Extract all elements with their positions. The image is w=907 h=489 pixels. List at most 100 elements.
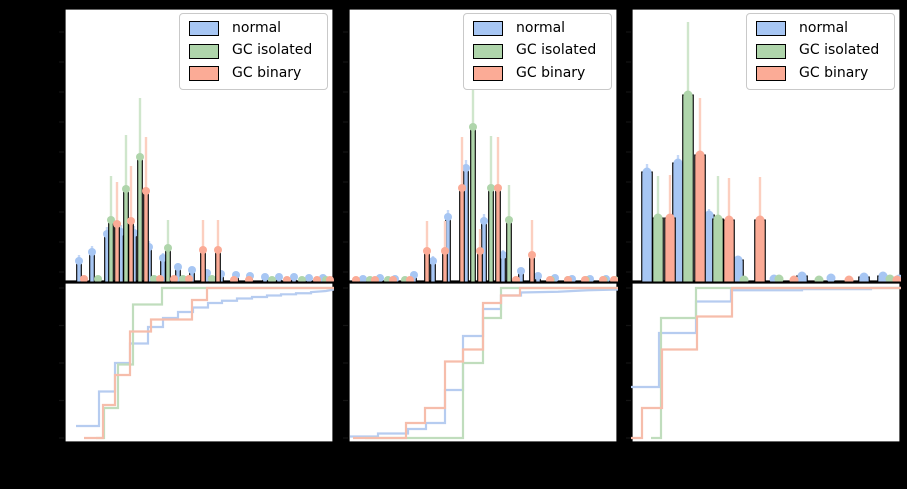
legend-item-normal: normal [756,20,885,37]
legend-item-gc-isolated: GC isolated [756,42,885,59]
marker-gc_binary [245,276,253,282]
bar-gc_binary [754,219,766,282]
marker-gc_binary [389,276,397,282]
marker-gc_isolated [885,274,895,282]
panel-2: normal GC isolated GC binary [343,8,618,443]
marker-gc_binary [581,276,589,282]
marker-gc_binary [494,184,502,192]
marker-normal [261,273,269,281]
bar-normal [500,254,506,282]
marker-gc_binary [142,187,150,195]
subplot-frame [631,281,901,443]
panel-3: normal GC isolated GC binary [626,8,901,443]
marker-gc_binary [724,215,734,225]
marker-gc_isolated [164,244,172,252]
legend-label-gc-isolated: GC isolated [516,42,597,59]
legend-box-1: normal GC isolated GC binary [179,13,328,91]
marker-gc_binary [789,275,799,282]
marker-gc_isolated [94,275,102,282]
bar-gc_binary [215,249,221,282]
marker-gc_isolated [122,185,130,193]
marker-gc_isolated [136,153,144,161]
marker-gc_binary [546,276,554,282]
marker-gc_isolated [150,275,158,282]
marker-gc_binary [695,150,705,160]
legend-label-gc-binary: GC binary [232,64,302,81]
bar-gc_isolated [108,219,114,282]
marker-normal [75,257,83,265]
marker-normal [797,271,807,281]
legend-item-gc-isolated: GC isolated [473,42,602,59]
marker-gc_isolated [469,123,477,131]
marker-gc_isolated [713,214,723,224]
legend-item-normal: normal [189,20,318,37]
bar-gc_binary [664,217,676,282]
legend-label-gc-binary: GC binary [516,64,586,81]
bar-gc_isolated [488,187,494,282]
marker-gc_binary [170,275,178,282]
bar-gc_isolated [470,126,476,282]
marker-gc_binary [423,247,431,255]
marker-gc_binary [476,247,484,255]
subplot-frame [64,281,334,443]
marker-normal [88,248,96,256]
marker-normal [359,275,367,282]
marker-gc_isolated [814,275,824,282]
marker-gc_isolated [208,275,216,282]
marker-normal [159,254,167,262]
bar-gc_isolated [123,188,129,282]
bar-gc_binary [477,250,483,282]
marker-normal [534,272,542,280]
marker-gc_binary [844,275,854,282]
bar-gc_isolated [137,156,143,282]
marker-gc_binary [755,215,765,225]
marker-gc_isolated [107,216,115,224]
legend-box-2: normal GC isolated GC binary [463,13,612,91]
marker-gc_binary [564,276,572,282]
marker-gc_binary [214,246,222,254]
bar-gc_binary [694,154,706,282]
legend-swatch-gc-binary [189,65,219,81]
marker-gc_isolated [268,276,276,282]
marker-normal [859,272,869,282]
marker-normal [290,273,298,281]
marker-normal [275,273,283,281]
marker-gc_isolated [179,275,187,282]
marker-normal [642,167,652,177]
marker-gc_isolated [298,276,306,282]
marker-gc_isolated [487,184,495,192]
marker-gc_binary [326,276,334,282]
marker-normal [517,267,525,275]
bar-normal [89,251,95,282]
marker-normal [174,263,182,271]
legend-swatch-gc-binary [756,65,786,81]
marker-normal [444,213,452,221]
marker-gc_isolated [653,213,663,223]
marker-gc_binary [127,217,135,225]
marker-normal [462,164,470,172]
legend-item-gc-binary: GC binary [189,64,318,81]
marker-gc_binary [352,276,360,282]
cdf-line-gc_binary [84,286,334,440]
marker-normal [673,158,683,168]
marker-gc_binary [199,246,207,254]
marker-normal [826,273,836,282]
legend-item-gc-isolated: GC isolated [189,42,318,59]
marker-gc_binary [371,276,379,282]
marker-normal [878,271,888,281]
marker-gc_binary [599,276,607,282]
marker-normal [499,251,507,259]
cdf-line-gc_binary [353,286,618,440]
marker-normal [188,266,196,274]
bar-gc_binary [143,190,149,282]
marker-normal [429,257,437,265]
marker-gc_binary [283,276,291,282]
marker-gc_binary [458,184,466,192]
legend-box-3: normal GC isolated GC binary [746,13,895,91]
marker-gc_isolated [739,275,749,282]
marker-gc_binary [230,276,238,282]
marker-gc_binary [313,276,321,282]
legend-label-gc-isolated: GC isolated [232,42,313,59]
marker-gc_binary [441,247,449,255]
